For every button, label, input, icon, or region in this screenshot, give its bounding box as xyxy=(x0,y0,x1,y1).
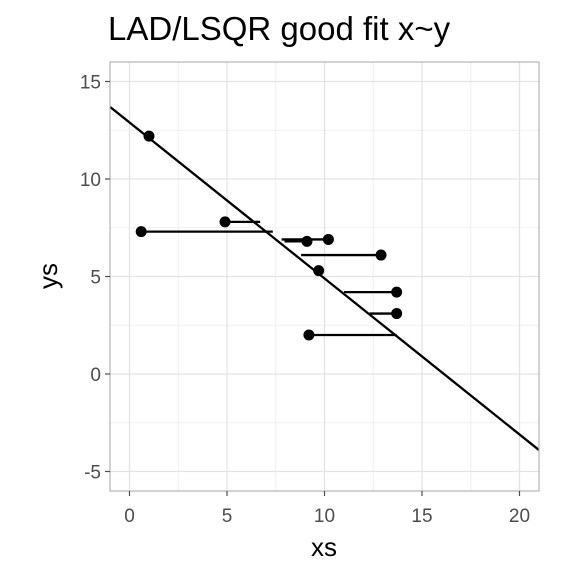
x-tick-label: 20 xyxy=(509,506,530,527)
y-tick-label: 15 xyxy=(80,73,101,94)
residual-segments xyxy=(141,220,397,337)
data-point xyxy=(219,216,231,228)
data-point xyxy=(303,329,315,341)
data-points xyxy=(135,130,403,341)
chart-title: LAD/LSQR good fit x~y xyxy=(108,10,451,47)
y-axis-title: ys xyxy=(33,263,63,289)
y-tick-label: 5 xyxy=(90,268,101,289)
fit-line xyxy=(109,105,540,451)
y-axis-ticks: -5 0 5 10 15 xyxy=(80,73,110,484)
x-tick-label: 5 xyxy=(222,506,233,527)
x-axis-title: xs xyxy=(311,532,337,562)
x-tick-label: 0 xyxy=(124,506,135,527)
x-tick-label: 10 xyxy=(314,506,335,527)
x-tick-label: 15 xyxy=(411,506,432,527)
x-axis-ticks: 0 5 10 15 20 xyxy=(124,491,530,527)
y-tick-label: 10 xyxy=(80,170,101,191)
grid-major xyxy=(110,62,539,491)
data-point xyxy=(143,130,155,142)
data-point xyxy=(391,286,403,298)
y-tick-label: 0 xyxy=(90,365,101,386)
data-point xyxy=(375,249,387,261)
data-point xyxy=(391,308,403,320)
data-point xyxy=(301,235,313,247)
data-point xyxy=(135,226,147,238)
y-tick-label: -5 xyxy=(84,463,101,484)
data-point xyxy=(322,233,334,245)
data-point xyxy=(313,265,325,277)
